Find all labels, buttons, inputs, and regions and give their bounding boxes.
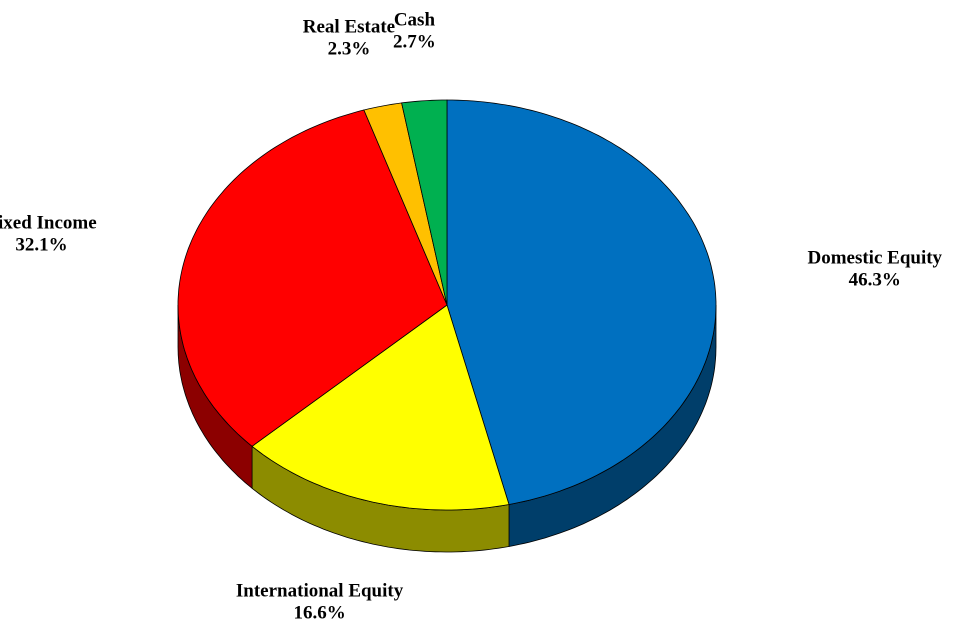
category-label: International Equity: [236, 580, 404, 601]
value-label: 46.3%: [849, 270, 901, 291]
category-label: Cash: [394, 9, 436, 30]
value-label: 2.7%: [393, 31, 436, 52]
pie-slice: [177, 109, 448, 447]
data-label: Real Estate 2.3%: [303, 16, 395, 59]
data-label: Cash 2.7%: [393, 9, 436, 52]
pie-slice: [363, 102, 448, 306]
pie-slice: [446, 99, 717, 505]
data-label: Domestic Equity 46.3%: [807, 248, 942, 291]
category-label: Fixed Income: [0, 213, 97, 234]
pie-slice: [401, 99, 448, 306]
value-label: 16.6%: [293, 602, 345, 623]
category-label: Real Estate: [303, 16, 395, 37]
data-label: International Equity 16.6%: [236, 580, 404, 623]
value-label: 32.1%: [15, 235, 67, 256]
pie-slice: [251, 304, 510, 511]
category-label: Domestic Equity: [807, 248, 942, 269]
value-label: 2.3%: [328, 38, 371, 59]
